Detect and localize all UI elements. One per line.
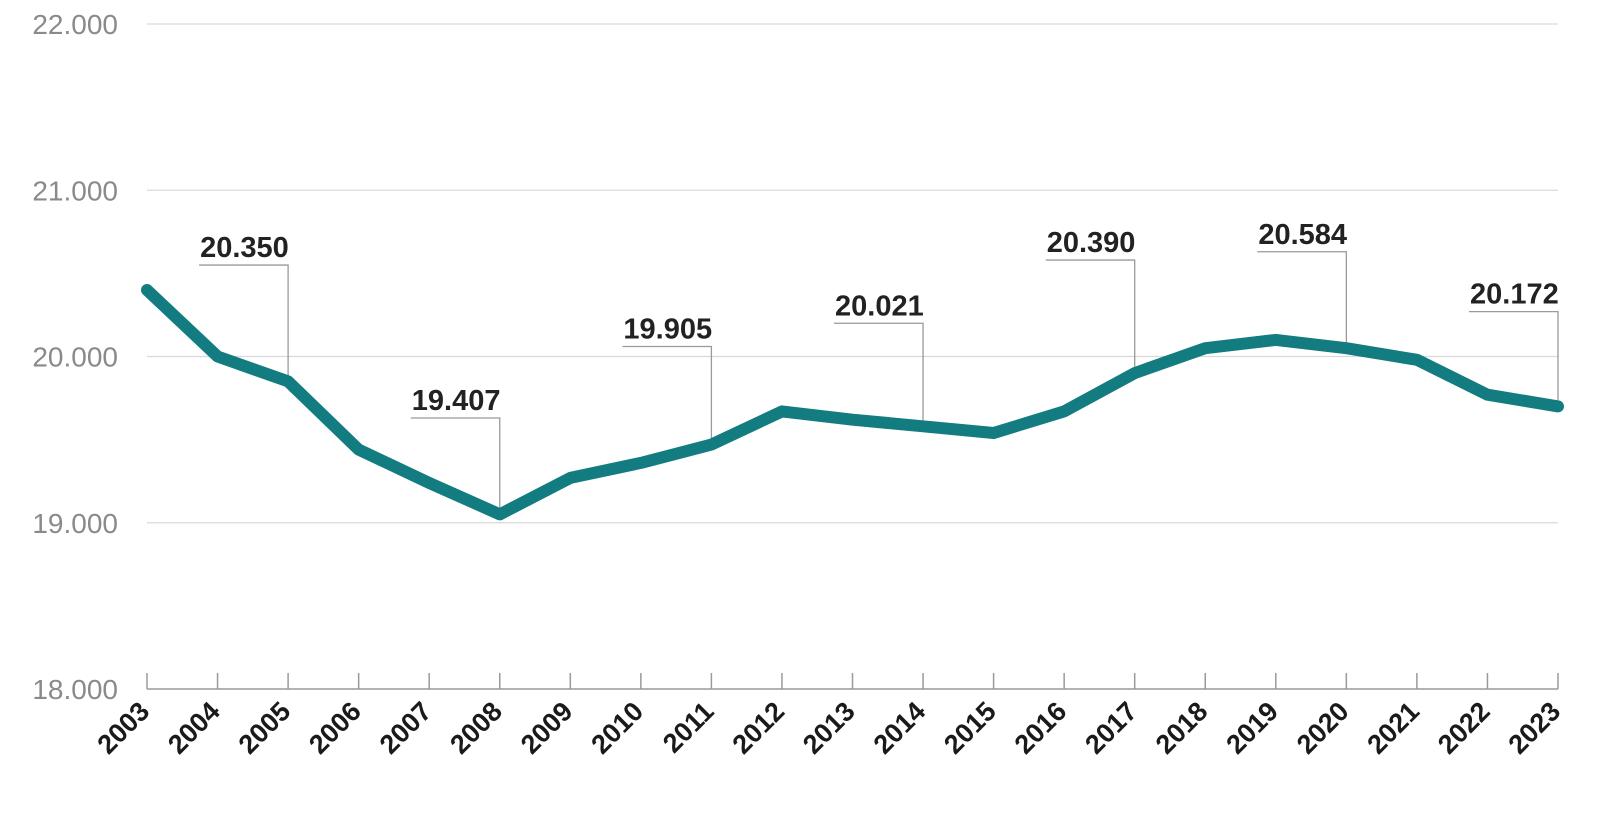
annotation-leader [1469, 310, 1559, 401]
x-tick-label: 2007 [374, 696, 438, 760]
x-tick-label: 2020 [1291, 696, 1355, 760]
annotation-leader [1257, 251, 1347, 343]
x-tick-label: 2016 [1009, 696, 1073, 760]
data-point [428, 482, 430, 484]
x-tick-label: 2023 [1503, 696, 1567, 760]
data-point [1134, 372, 1136, 374]
data-point [1557, 405, 1559, 407]
data-point [922, 425, 924, 427]
x-tick-label: 2008 [444, 696, 508, 760]
data-label: 20.584 [1258, 219, 1347, 251]
data-point [358, 449, 360, 451]
x-tick-label: 2014 [868, 696, 932, 760]
data-point [287, 380, 289, 382]
data-point [1416, 359, 1418, 361]
x-tick-label: 2004 [162, 696, 226, 760]
x-tick-label: 2022 [1432, 696, 1496, 760]
data-point [569, 477, 571, 479]
data-label: 19.407 [412, 385, 501, 417]
data-point [993, 432, 995, 434]
y-tick-label: 21.000 [32, 175, 118, 206]
x-tick-label: 2017 [1079, 696, 1143, 760]
x-tick-label: 2006 [303, 696, 367, 760]
x-tick-label: 2003 [92, 696, 156, 760]
y-tick-label: 19.000 [32, 508, 118, 539]
annotation-leaders [199, 251, 1559, 509]
data-point [1063, 410, 1065, 412]
x-tick-label: 2011 [657, 696, 720, 759]
data-label: 20.021 [835, 290, 924, 322]
annotation-leader [1045, 259, 1136, 368]
data-point [1204, 347, 1206, 349]
annotation-leader [622, 345, 713, 439]
x-tick-label: 2013 [797, 696, 861, 760]
series-line [141, 284, 1564, 521]
data-label: 19.905 [623, 314, 712, 346]
data-point [1486, 394, 1488, 396]
data-point [1345, 347, 1347, 349]
data-point [499, 513, 501, 515]
data-label: 20.350 [200, 232, 289, 264]
x-tick-label: 2009 [515, 696, 579, 760]
x-tick-label: 2018 [1150, 696, 1214, 760]
annotation-labels: 20.350 19.407 19.905 20.021 20.390 20.584 20.1… [200, 219, 1559, 417]
x-tick-label: 2021 [1361, 696, 1425, 760]
data-point [217, 356, 219, 358]
data-label: 20.390 [1047, 227, 1136, 259]
x-axis [146, 673, 1559, 690]
x-axis-ticks: 2003 2004 2005 2006 2007 2008 2009 2010 2011 2012… [92, 696, 1567, 760]
data-point [852, 419, 854, 421]
annotation-leader [199, 264, 289, 376]
data-point [146, 289, 148, 291]
data-label: 20.172 [1470, 279, 1559, 311]
x-tick-label: 2019 [1220, 696, 1284, 760]
y-tick-label: 20.000 [32, 342, 118, 373]
y-tick-label: 22.000 [32, 9, 118, 40]
data-point [781, 410, 783, 412]
data-point [710, 444, 712, 446]
data-point [640, 462, 642, 464]
x-tick-label: 2010 [585, 696, 649, 760]
x-tick-label: 2012 [726, 696, 790, 760]
x-tick-label: 2015 [938, 696, 1002, 760]
series-layer [141, 284, 1564, 521]
y-tick-label: 18.000 [32, 674, 118, 705]
annotation-leader [410, 417, 501, 509]
y-axis-ticks: 22.000 21.000 20.000 19.000 18.000 [32, 9, 118, 705]
annotation-leader [834, 322, 924, 421]
x-tick-label: 2005 [233, 696, 297, 760]
data-point [1275, 339, 1277, 341]
gridlines [147, 23, 1558, 524]
